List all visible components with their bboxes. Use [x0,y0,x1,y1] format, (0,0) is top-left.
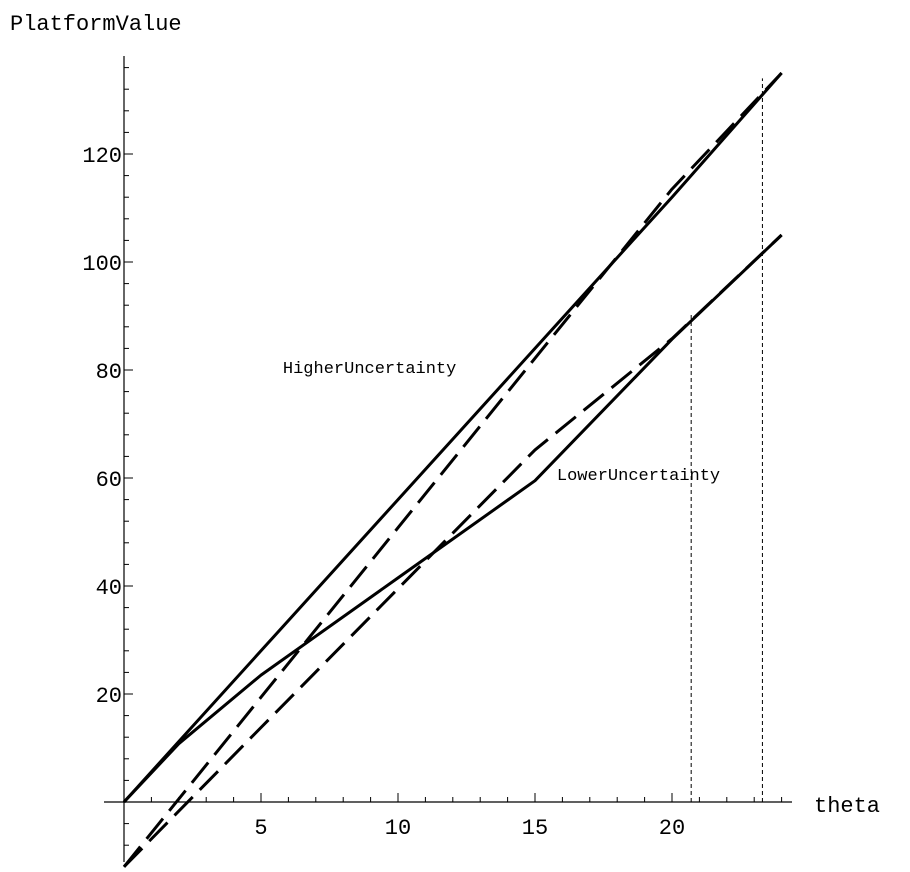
series-line-4 [122,233,783,868]
y-tick-label: 60 [96,468,122,493]
y-tick-label: 120 [82,144,122,169]
annotation-label: LowerUncertainty [557,467,720,486]
series-line-1 [122,72,783,804]
labels: PlatformValue theta HigherUncertainty Low… [10,12,880,819]
series-group [122,71,783,868]
x-axis-label: theta [814,794,880,819]
x-tick-label: 20 [659,816,685,841]
y-tick-label: 80 [96,360,122,385]
y-tick-label: 100 [82,252,122,277]
reference-lines [690,78,763,802]
series-line-2 [122,71,783,868]
y-axis-label: PlatformValue [10,12,182,37]
x-tick-label: 5 [254,816,267,841]
x-tick-label: 10 [385,816,411,841]
series-line-3 [122,233,783,804]
y-tick-label: 40 [96,576,122,601]
x-tick-label: 15 [522,816,548,841]
axes: 5 10 15 20 20 40 60 80 100 120 [82,56,792,862]
annotation-label: HigherUncertainty [283,360,456,379]
y-tick-label: 20 [96,684,122,709]
